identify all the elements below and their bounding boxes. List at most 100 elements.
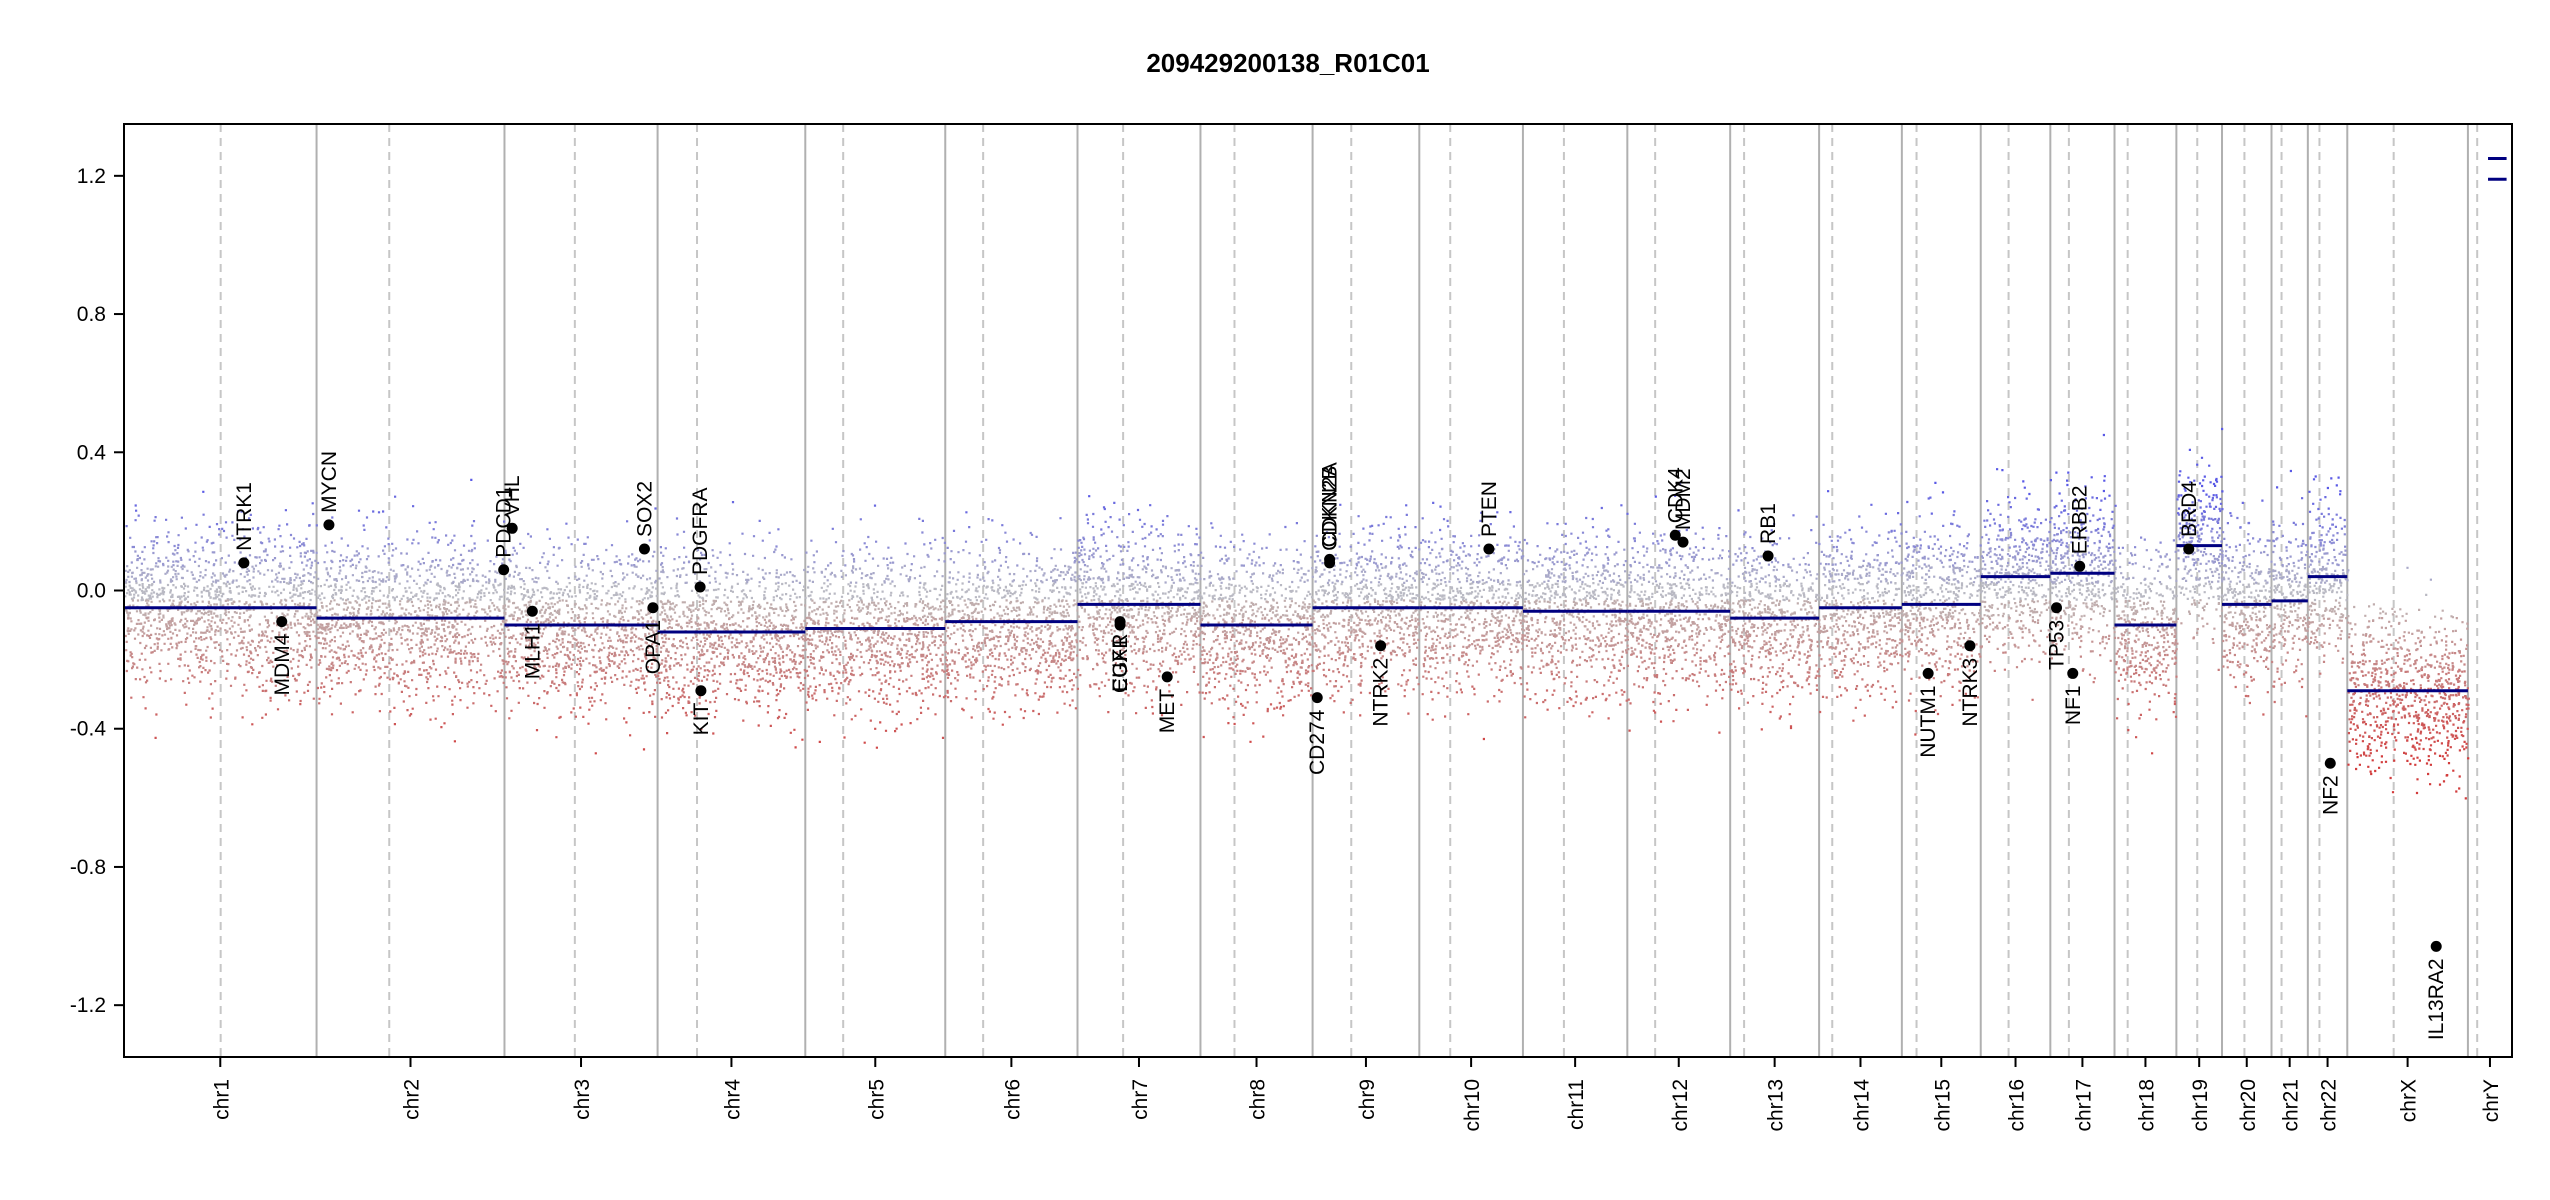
chromosome-label: chr1	[210, 1079, 233, 1120]
gene-label: NTRK2	[1370, 658, 1393, 727]
chromosome-label: chr6	[1001, 1079, 1024, 1120]
probe-point-group	[2347, 754, 2470, 800]
gene-label: CD274	[1306, 709, 1329, 775]
gene-marker	[1677, 536, 1689, 548]
gene-label: MDM4	[271, 633, 294, 695]
gene-marker	[276, 616, 288, 628]
gene-marker	[1324, 557, 1336, 569]
y-axis: -1.2 -0.8 -0.4 0.0 0.4 0.8 1.2	[70, 165, 124, 1017]
probe-point-group	[130, 685, 2471, 705]
chromosome-label: chr22	[2318, 1079, 2341, 1132]
gene-label: CUX1	[1109, 637, 1132, 693]
gene-label: PDGFRA	[689, 488, 712, 576]
chromosome-label: chr2	[401, 1079, 424, 1120]
gene-label: NF2	[2319, 775, 2342, 815]
gene-marker	[323, 519, 335, 531]
gene-marker	[1161, 671, 1173, 683]
gene-marker	[2183, 543, 2195, 555]
chromosome-label: chr14	[1850, 1079, 1873, 1132]
gene-label: TP53	[2046, 620, 2069, 670]
centromere-lines	[219, 124, 2479, 1057]
probe-point-group	[125, 512, 2346, 533]
gene-label: PTEN	[1478, 481, 1501, 537]
probe-points	[124, 427, 2471, 800]
gene-marker	[1114, 619, 1126, 631]
gene-label: CDKN2A	[1319, 462, 1342, 547]
gene-label: MYCN	[318, 451, 341, 513]
gene-marker	[238, 557, 250, 569]
probe-point-group	[126, 651, 2466, 671]
gene-marker	[2430, 940, 2442, 952]
chromosome-label: chr12	[1669, 1079, 1692, 1132]
gene-label: CDK4	[1664, 467, 1687, 523]
gene-label: BRD4	[2178, 481, 2201, 537]
gene-label: OPA1	[642, 620, 665, 674]
gene-label: IL13RA2	[2425, 958, 2448, 1040]
probe-point-group	[126, 616, 2469, 636]
chromosome-label: chr11	[1565, 1079, 1588, 1130]
probe-point-group	[130, 547, 2347, 567]
chromosome-label: chr20	[2237, 1079, 2260, 1132]
probe-point-group	[129, 530, 2347, 550]
probe-point-group	[124, 633, 2469, 654]
chromosome-label: chr10	[1461, 1079, 1484, 1132]
gene-marker	[695, 685, 707, 697]
gene-label: EGFR	[1109, 634, 1132, 692]
gene-marker	[1669, 529, 1681, 541]
probe-point-group	[124, 564, 2432, 584]
gene-marker	[1762, 550, 1774, 562]
gene-marker	[1964, 640, 1976, 652]
chromosome-label: chr16	[2006, 1079, 2029, 1132]
gene-label: ERBB2	[2069, 485, 2092, 554]
gene-label: KIT	[690, 703, 713, 736]
chromosome-label: chr3	[571, 1079, 594, 1120]
chromosome-label: chr19	[2189, 1079, 2212, 1132]
gene-marker	[2074, 560, 2086, 572]
chromosome-label: chrX	[2398, 1079, 2421, 1122]
chart-title: 209429200138_R01C01	[1146, 48, 1429, 78]
gene-marker	[1483, 543, 1495, 555]
gene-marker	[1922, 667, 1934, 679]
gene-marker	[2324, 757, 2336, 769]
gene-marker	[647, 602, 659, 614]
y-tick-label: -1.2	[70, 994, 106, 1017]
gene-label: NF1	[2062, 685, 2085, 725]
probe-point-group	[125, 668, 2467, 688]
x-axis: chr1 chr2 chr3 chr4 chr5 chr6 chr7 chr8 chr9 chr1…	[210, 1057, 2503, 1132]
gene-label: MET	[1156, 689, 1179, 734]
gene-marker	[2067, 667, 2079, 679]
gene-label: RB1	[1757, 503, 1780, 544]
y-tick-label: -0.8	[70, 856, 106, 879]
probe-point-group	[124, 599, 2454, 619]
chromosome-label: chr15	[1931, 1079, 1954, 1132]
y-tick-label: 0.0	[77, 580, 106, 603]
y-tick-label: 0.8	[77, 303, 106, 326]
chromosome-label: chr7	[1129, 1079, 1152, 1120]
chromosome-label: chr21	[2280, 1079, 2303, 1132]
chromosome-label: chr4	[721, 1079, 744, 1120]
gene-label: NTRK1	[233, 482, 256, 551]
gene-marker	[638, 543, 650, 555]
gene-label: NTRK3	[1959, 658, 1982, 727]
y-tick-label: 0.4	[77, 441, 107, 464]
gene-label: PDCD1	[493, 487, 516, 558]
probe-point-group	[134, 495, 2330, 515]
gene-marker	[506, 522, 518, 534]
gene-marker	[694, 581, 706, 593]
chromosome-label: chrY	[2480, 1079, 2503, 1122]
chromosome-label: chr9	[1356, 1079, 1379, 1120]
y-tick-label: 1.2	[77, 165, 106, 188]
gene-label: VHL	[501, 475, 524, 516]
gene-label: MDM2	[1672, 468, 1695, 530]
gene-marker	[1375, 640, 1387, 652]
gene-marker	[1311, 692, 1323, 704]
chromosome-label: chr5	[865, 1079, 888, 1120]
gene-label: NUTM1	[1917, 685, 1940, 757]
gene-marker	[526, 605, 538, 617]
segments	[124, 157, 2507, 693]
gene-marker	[2051, 602, 2063, 614]
probe-point-group	[453, 737, 2468, 757]
gene-marker	[498, 564, 510, 576]
chromosome-boundaries	[315, 124, 2469, 1057]
